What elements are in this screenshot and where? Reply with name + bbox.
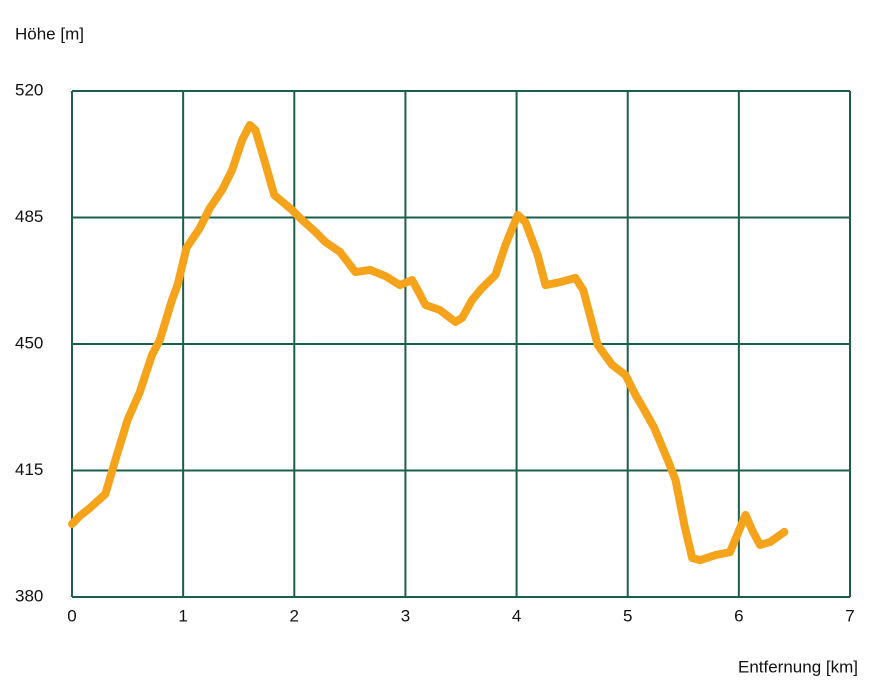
y-tick-label: 450 [15,333,43,352]
x-axis-label: Entfernung [km] [738,657,858,676]
y-tick-label: 415 [15,460,43,479]
elevation-line [68,120,789,565]
x-tick-label: 2 [290,606,299,625]
x-tick-label: 1 [178,606,187,625]
x-tick-label: 7 [845,606,854,625]
x-tick-label: 6 [734,606,743,625]
x-tick-label: 5 [623,606,632,625]
x-tick-label: 3 [401,606,410,625]
x-tick-label: 4 [512,606,521,625]
y-axis-label: Höhe [m] [15,24,84,43]
x-tick-label: 0 [67,606,76,625]
y-tick-label: 485 [15,207,43,226]
y-tick-label: 380 [15,586,43,605]
y-tick-label: 520 [15,80,43,99]
